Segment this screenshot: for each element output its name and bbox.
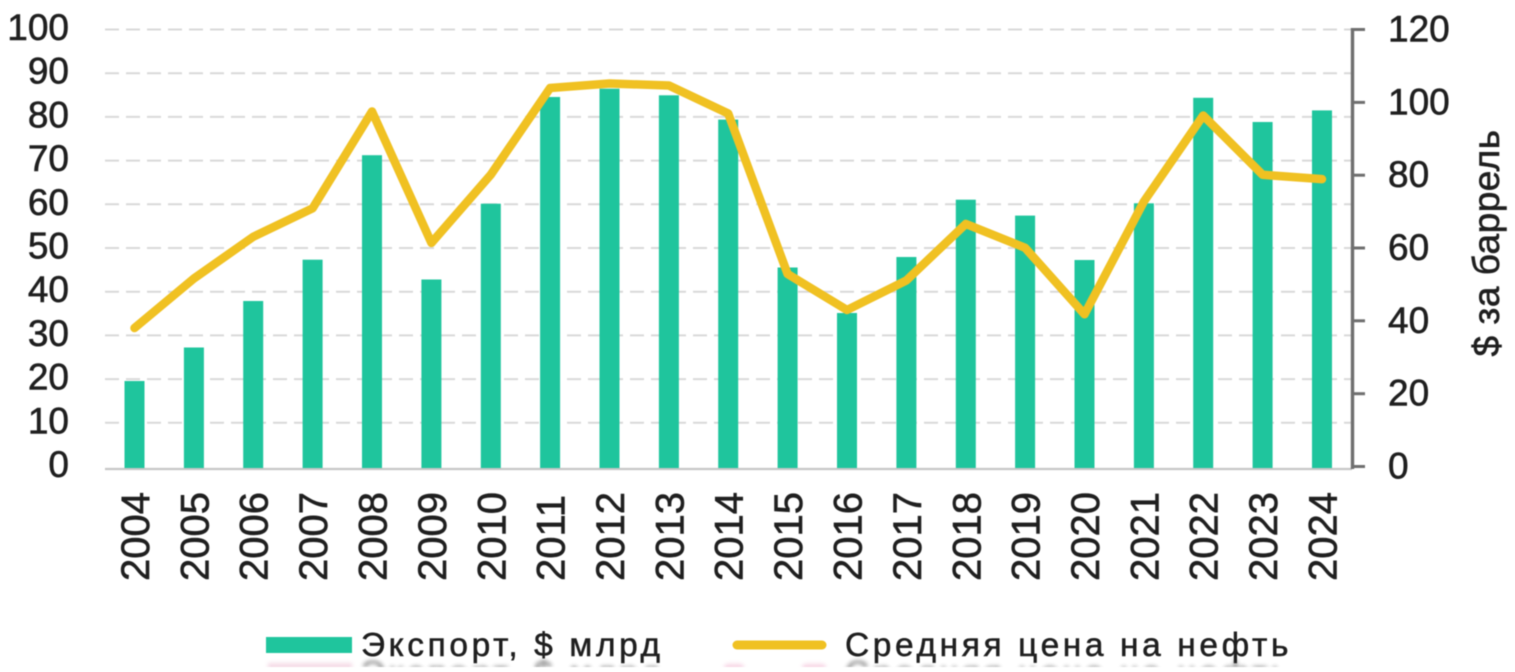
svg-text:90: 90 [28, 51, 69, 92]
svg-text:80: 80 [28, 94, 69, 135]
svg-text:80: 80 [1388, 154, 1429, 195]
svg-text:20: 20 [28, 357, 69, 398]
svg-text:2016: 2016 [827, 492, 871, 581]
svg-text:40: 40 [1388, 300, 1429, 341]
svg-text:60: 60 [28, 182, 69, 223]
svg-text:Экспорт, $ млрд: Экспорт, $ млрд [361, 655, 664, 667]
svg-text:70: 70 [28, 138, 69, 179]
svg-text:2005: 2005 [173, 492, 217, 581]
svg-text:10: 10 [28, 400, 69, 441]
svg-text:2019: 2019 [1005, 492, 1049, 581]
svg-text:2018: 2018 [945, 492, 989, 581]
svg-text:50: 50 [28, 226, 69, 267]
svg-text:2004: 2004 [114, 492, 158, 581]
svg-text:2006: 2006 [233, 492, 277, 581]
svg-text:2014: 2014 [708, 492, 752, 581]
svg-text:0: 0 [48, 444, 69, 485]
svg-text:Средняя цена на нефть: Средняя цена на нефть [845, 655, 1292, 667]
svg-text:2020: 2020 [1064, 492, 1108, 581]
svg-text:2009: 2009 [411, 492, 455, 581]
svg-text:2008: 2008 [352, 492, 396, 581]
svg-text:2012: 2012 [589, 492, 633, 581]
svg-text:2007: 2007 [292, 492, 336, 581]
svg-text:2011: 2011 [530, 495, 574, 581]
svg-text:120: 120 [1388, 9, 1450, 50]
svg-text:100: 100 [1388, 81, 1450, 122]
svg-text:2021: 2021 [1123, 492, 1167, 581]
svg-text:20: 20 [1388, 373, 1429, 414]
svg-text:$ за баррель: $ за баррель [1466, 130, 1507, 357]
svg-text:0: 0 [1388, 446, 1409, 487]
svg-text:Экспорт, $ млрд: Экспорт, $ млрд [361, 627, 664, 664]
svg-text:2010: 2010 [470, 492, 514, 581]
svg-text:2023: 2023 [1242, 492, 1286, 581]
svg-text:100: 100 [7, 7, 69, 48]
svg-text:Средняя цена на нефть: Средняя цена на нефть [845, 627, 1292, 664]
svg-text:2024: 2024 [1302, 492, 1346, 581]
svg-text:60: 60 [1388, 227, 1429, 268]
svg-text:30: 30 [28, 313, 69, 354]
svg-text:2015: 2015 [767, 492, 811, 581]
svg-text:40: 40 [28, 269, 69, 310]
svg-text:2013: 2013 [648, 492, 692, 581]
svg-text:2017: 2017 [886, 492, 930, 581]
svg-text:2022: 2022 [1183, 492, 1227, 581]
